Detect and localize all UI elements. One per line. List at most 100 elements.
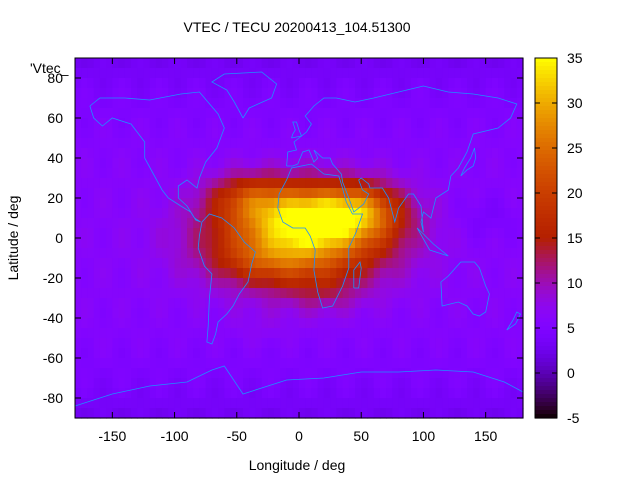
heat-cell xyxy=(93,208,101,219)
heat-cell xyxy=(112,308,120,319)
heat-cell xyxy=(93,168,101,179)
heat-cell xyxy=(467,288,474,299)
heat-cell xyxy=(330,288,337,299)
colorbar-step xyxy=(535,154,557,159)
heat-cell xyxy=(224,178,232,189)
heat-cell xyxy=(467,228,474,239)
heat-cell xyxy=(87,338,95,349)
heat-cell xyxy=(106,328,113,339)
heat-cell xyxy=(124,268,132,279)
heat-cell xyxy=(292,388,300,399)
heat-cell xyxy=(423,188,431,199)
heat-cell xyxy=(355,248,362,259)
heat-cell xyxy=(435,328,443,339)
heat-cell xyxy=(348,78,356,89)
heat-cell xyxy=(236,178,244,189)
heat-cell xyxy=(491,68,499,79)
heat-cell xyxy=(93,308,101,319)
heat-cell xyxy=(423,278,431,289)
heat-cell xyxy=(106,388,113,399)
heat-cell xyxy=(187,118,194,129)
heat-cell xyxy=(429,178,437,189)
heat-cell xyxy=(367,88,375,99)
heat-cell xyxy=(199,238,207,249)
heat-cell xyxy=(99,378,107,389)
heat-cell xyxy=(124,128,132,139)
heat-cell xyxy=(243,298,250,309)
heat-cell xyxy=(454,268,462,279)
heat-cell xyxy=(305,318,313,329)
heat-cell xyxy=(404,398,412,409)
heat-cell xyxy=(311,348,319,359)
heat-cell xyxy=(448,108,456,119)
heat-cell xyxy=(168,408,176,419)
heat-cell xyxy=(205,358,213,369)
heat-cell xyxy=(479,388,487,399)
heat-cell xyxy=(93,348,101,359)
heat-cell xyxy=(99,358,107,369)
heat-cell xyxy=(323,398,331,409)
heat-cell xyxy=(429,278,437,289)
heat-cell xyxy=(429,258,437,269)
heat-cell xyxy=(280,258,288,269)
heat-cell xyxy=(124,208,132,219)
heat-cell xyxy=(274,108,281,119)
heat-cell xyxy=(187,188,194,199)
heat-cell xyxy=(485,278,493,289)
heat-cell xyxy=(230,398,238,409)
heat-cell xyxy=(99,308,107,319)
heat-cell xyxy=(367,328,375,339)
heat-cell xyxy=(423,98,431,109)
heat-cell xyxy=(224,228,232,239)
heat-cell xyxy=(162,138,169,149)
heat-cell xyxy=(323,368,331,379)
colorbar-step xyxy=(535,210,557,215)
heat-cell xyxy=(236,158,244,169)
heat-cell xyxy=(367,238,375,249)
heat-cell xyxy=(323,108,331,119)
heat-cell xyxy=(498,108,505,119)
heat-cell xyxy=(435,188,443,199)
heat-cell xyxy=(355,198,362,209)
heat-cell xyxy=(168,268,176,279)
heat-cell xyxy=(87,278,95,289)
heat-cell xyxy=(404,168,412,179)
heat-cell xyxy=(330,408,337,419)
heat-cell xyxy=(124,368,132,379)
heat-cell xyxy=(379,148,387,159)
heat-cell xyxy=(355,78,362,89)
heat-cell xyxy=(180,68,188,79)
heat-cell xyxy=(211,168,219,179)
heat-cell xyxy=(81,178,89,189)
heat-cell xyxy=(230,248,238,259)
heat-cell xyxy=(423,178,431,189)
heat-cell xyxy=(386,368,393,379)
colorbar-step xyxy=(535,74,557,79)
heat-cell xyxy=(473,118,481,129)
heat-cell xyxy=(137,58,145,69)
heat-cell xyxy=(355,308,362,319)
heat-cell xyxy=(479,248,487,259)
heat-cell xyxy=(267,138,275,149)
heat-cell xyxy=(124,238,132,249)
heat-cell xyxy=(317,168,325,179)
heat-cell xyxy=(155,188,163,199)
heat-cell xyxy=(442,318,449,329)
heat-cell xyxy=(118,68,126,79)
heat-cell xyxy=(187,258,194,269)
heat-cell xyxy=(286,88,294,99)
heat-cell xyxy=(348,218,356,229)
heat-cell xyxy=(355,208,362,219)
heat-cell xyxy=(510,368,518,379)
colorbar-step xyxy=(535,282,557,287)
heat-cell xyxy=(112,268,120,279)
heat-cell xyxy=(199,308,207,319)
heat-cell xyxy=(106,228,113,239)
heat-cell xyxy=(199,208,207,219)
heat-cell xyxy=(342,298,350,309)
heat-cell xyxy=(174,198,182,209)
heat-cell xyxy=(485,268,493,279)
heat-cell xyxy=(174,138,182,149)
heat-cell xyxy=(87,368,95,379)
heat-cell xyxy=(93,148,101,159)
